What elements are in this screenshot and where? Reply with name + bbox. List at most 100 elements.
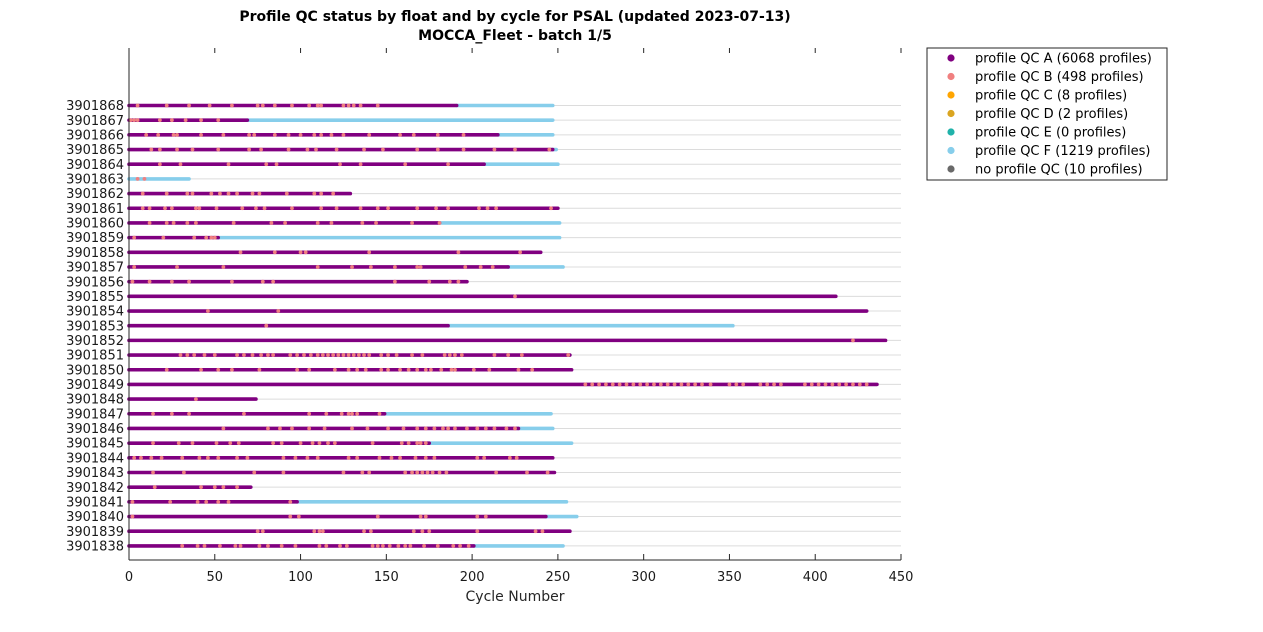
float-3901842-qc-b-point [235, 485, 239, 490]
float-3901840-qc-b-point [130, 514, 135, 519]
float-3901839-qc-b-point [320, 529, 325, 534]
float-3901850-qc-b-point [257, 367, 262, 372]
float-3901860-qc-b-point [329, 221, 334, 225]
legend-marker [947, 165, 955, 173]
float-3901866-qc-b-point [144, 132, 149, 137]
float-3901860-qc-b-point [194, 221, 198, 225]
float-3901844-qc-b-point [235, 455, 239, 460]
float-3901846-qc-b-point [386, 426, 390, 431]
float-3901851-qc-b-point [242, 353, 246, 357]
float-3901862-qc-b-point [164, 191, 169, 196]
legend-label: profile QC E (0 profiles) [975, 126, 1126, 141]
float-3901844-qc-b-point [315, 455, 320, 460]
float-3901853-qc-b-point [264, 323, 269, 328]
float-3901865-qc-b-point [247, 147, 251, 152]
float-3901844-qc-b-point [346, 455, 351, 460]
float-3901845-qc-b-point [279, 441, 284, 446]
float-3901840-qc-b-point [475, 514, 480, 519]
float-3901861-qc-b-point [494, 206, 499, 211]
float-3901843-qc-b-point [151, 470, 155, 475]
float-3901851-qc-b-point [308, 353, 313, 357]
float-3901850-qc-b-point [471, 367, 476, 372]
float-3901861-qc-b-point [262, 206, 267, 211]
y-tick-label: 3901851 [66, 349, 124, 364]
float-3901845-qc-b-point [332, 441, 337, 446]
float-3901851-qc-b-point [356, 353, 361, 357]
float-3901858-qc-b-point [272, 250, 277, 255]
float-3901868-qc-b-point [341, 103, 346, 108]
x-tick-label: 150 [374, 570, 399, 585]
float-3901861-qc-b-point [334, 206, 339, 211]
float-3901868-qc-b-point [319, 103, 324, 108]
x-tick-label: 350 [717, 570, 742, 585]
float-3901860-qc-b-point [374, 221, 378, 225]
float-3901844-qc-b-point [149, 455, 154, 460]
float-3901843-qc-b-point [403, 470, 408, 475]
float-3901850-qc-b-point [346, 367, 351, 372]
float-3901844-qc-b-point [355, 455, 360, 460]
y-tick-label: 3901864 [66, 158, 124, 173]
float-3901847-qc-b-point [339, 411, 344, 416]
float-3901864-qc-b-point [274, 162, 279, 167]
float-3901846-qc-b-point [350, 426, 354, 431]
float-3901843-qc-b-point [444, 470, 449, 475]
float-3901846-qc-b-point [465, 426, 469, 431]
float-3901851-qc-b-point [212, 353, 217, 357]
float-3901846-qc-b-point [401, 426, 406, 431]
float-3901850-qc-b-point [307, 367, 312, 372]
float-3901856-qc-b-point [447, 279, 452, 284]
float-3901847-qc-b-point [187, 411, 191, 416]
float-3901838-qc-b-point [279, 544, 284, 548]
float-3901849-qc-b-point [765, 382, 770, 387]
y-tick-label: 3901849 [66, 378, 124, 393]
float-3901851-qc-b-point [519, 353, 524, 357]
float-3901851-qc-b-point [394, 353, 399, 357]
float-3901861-qc-b-point [197, 206, 202, 211]
float-3901865-qc-b-point [461, 147, 466, 152]
float-3901854-qc-b-point [276, 309, 281, 313]
float-3901851-qc-b-point [346, 353, 351, 357]
float-3901851-qc-b-point [566, 353, 571, 357]
float-3901844-qc-b-point [180, 455, 185, 460]
float-3901861-qc-b-point [358, 206, 363, 211]
float-3901868-qc-b-point [230, 103, 234, 108]
float-3901864-qc-b-point [264, 162, 269, 167]
float-3901849-qc-b-point [665, 382, 670, 387]
float-3901850-qc-b-point [216, 367, 221, 372]
float-3901838-qc-b-point [466, 544, 471, 548]
float-3901866-qc-b-point [298, 132, 303, 137]
y-tick-label: 3901843 [66, 466, 124, 481]
float-3901857-qc-b-point [315, 265, 320, 269]
float-3901851-qc-b-point [367, 353, 372, 357]
float-3901865-qc-b-point [314, 147, 318, 152]
legend-box [926, 47, 1168, 181]
float-3901865-qc-b-point [381, 147, 385, 152]
float-3901860-qc-b-point [269, 221, 274, 225]
float-3901841-qc-b-point [216, 499, 221, 504]
float-3901851-qc-b-point [326, 353, 330, 357]
float-3901860-qc-b-point [315, 221, 320, 225]
float-3901866-qc-b-point [411, 132, 416, 137]
float-3901856-qc-b-point [230, 279, 234, 284]
float-3901840-qc-b-point [288, 514, 293, 519]
float-3901845-qc-b-point [326, 441, 330, 446]
float-3901861-qc-b-point [549, 206, 553, 211]
float-3901868-qc-b-point [351, 103, 356, 108]
float-3901838-qc-b-point [344, 544, 349, 548]
chart-subtitle: MOCCA_Fleet - batch 1/5 [418, 28, 612, 44]
y-tick-label: 3901863 [66, 173, 124, 188]
float-3901838-qc-b-point [403, 544, 408, 548]
float-3901846-qc-b-point [504, 426, 509, 431]
float-3901841-qc-b-point [226, 499, 231, 504]
float-3901838-qc-b-point [324, 544, 329, 548]
float-3901861-qc-b-point [163, 206, 167, 211]
float-3901847-qc-b-point [307, 411, 312, 416]
float-3901838-qc-b-point [317, 544, 322, 548]
float-3901839-qc-b-point [368, 529, 373, 534]
float-3901849-qc-b-point [693, 382, 698, 387]
float-3901860-qc-b-point [437, 221, 442, 225]
float-3901868-qc-b-point [290, 103, 294, 108]
float-3901868-qc-b-point [207, 103, 212, 108]
float-3901838-qc-b-point [266, 544, 270, 548]
